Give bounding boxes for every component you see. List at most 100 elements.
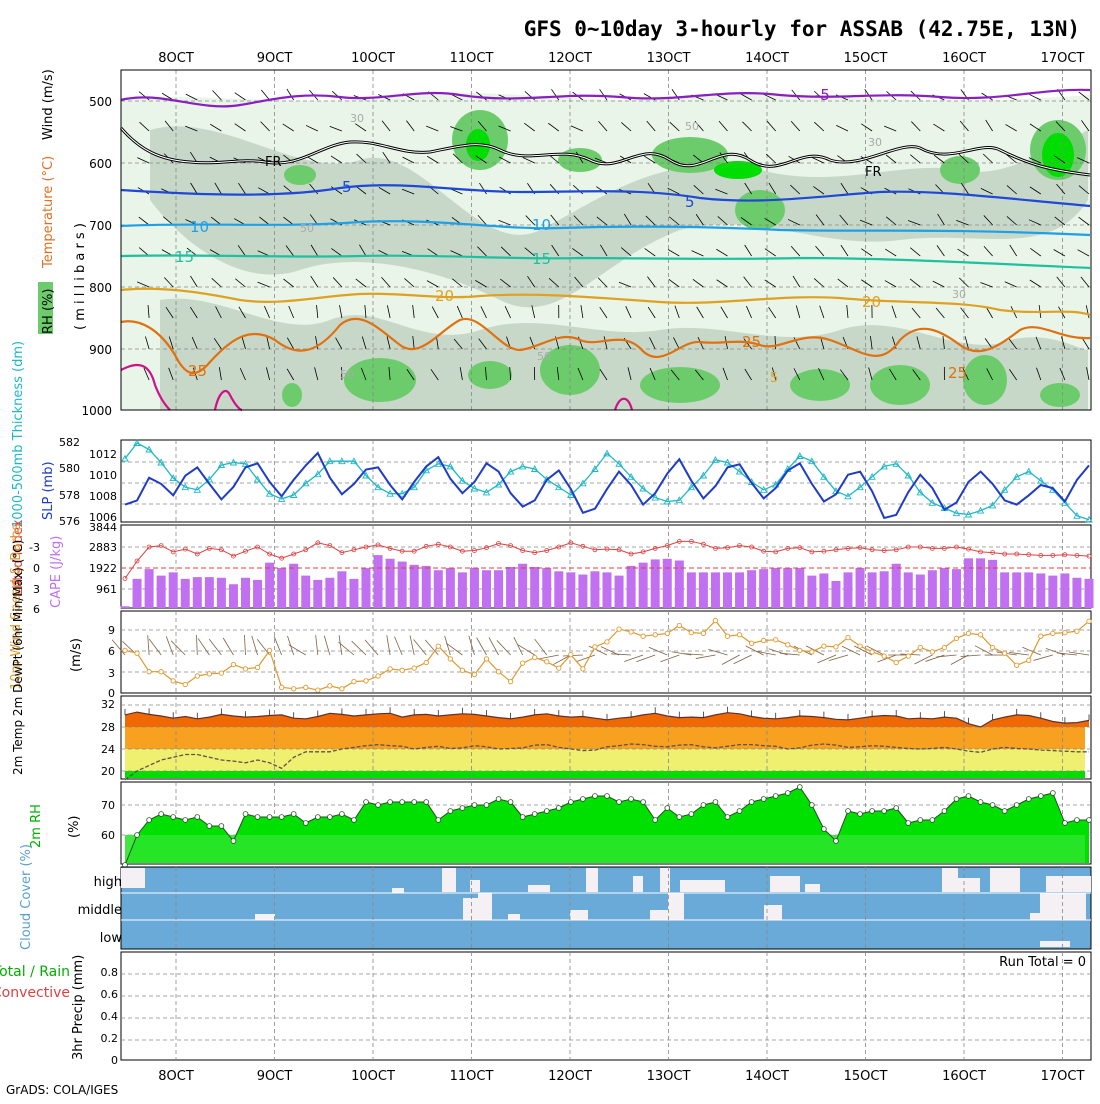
cape-bar bbox=[289, 564, 298, 608]
panel-2m-rh: 70 60 2m RH (%) bbox=[29, 782, 1091, 867]
contour-label: 25 bbox=[188, 362, 207, 380]
temp-tick: 28 bbox=[101, 721, 115, 734]
wind-point bbox=[484, 657, 488, 661]
wind-point bbox=[629, 630, 633, 634]
rh-point bbox=[761, 797, 766, 802]
cloud-gap bbox=[668, 893, 684, 920]
wind-point bbox=[713, 618, 717, 622]
rh-point bbox=[135, 833, 140, 838]
rh-point bbox=[737, 809, 742, 814]
wind-point bbox=[761, 638, 765, 642]
rh-point bbox=[195, 815, 200, 820]
rh-point bbox=[364, 800, 369, 805]
cape-bar bbox=[844, 572, 853, 608]
cape-bar bbox=[687, 572, 696, 608]
thickness-tick: 580 bbox=[59, 462, 80, 475]
cloud-axis-label: Cloud Cover (%) bbox=[19, 844, 34, 950]
rh-point bbox=[990, 803, 995, 808]
date-label: 15OCT bbox=[844, 51, 888, 66]
wind-point bbox=[388, 667, 392, 671]
wind-point bbox=[171, 679, 175, 683]
cape-bar bbox=[590, 571, 599, 608]
temp-band bbox=[125, 727, 1085, 749]
rh-point bbox=[966, 794, 971, 799]
cape-bar bbox=[904, 572, 913, 608]
date-label: 10OCT bbox=[351, 1069, 395, 1084]
wind-point bbox=[798, 648, 802, 652]
cape-bar bbox=[434, 570, 443, 608]
rh-point bbox=[1002, 809, 1007, 814]
wind-point bbox=[292, 687, 296, 691]
contour-label: 50 bbox=[340, 368, 354, 381]
cape-bar bbox=[398, 562, 407, 608]
li-tick: 3 bbox=[33, 583, 40, 596]
wind-point bbox=[183, 682, 187, 686]
temp-tick: 24 bbox=[101, 743, 115, 756]
date-label: 9OCT bbox=[257, 51, 293, 66]
cape-bar bbox=[301, 576, 310, 608]
wind-point bbox=[496, 670, 500, 674]
cape-bar bbox=[181, 579, 190, 608]
wind-point bbox=[737, 633, 741, 637]
cape-bar bbox=[458, 572, 467, 608]
rh2m-units: (%) bbox=[67, 816, 82, 839]
wind-point bbox=[159, 670, 163, 674]
wind-point bbox=[677, 623, 681, 627]
date-label: 11OCT bbox=[450, 51, 494, 66]
rh-point bbox=[894, 806, 899, 811]
rh-point bbox=[834, 839, 839, 844]
contour-label: 50 bbox=[685, 120, 699, 133]
rh-point bbox=[1063, 821, 1068, 826]
cloud-gap bbox=[463, 898, 479, 920]
wind-point bbox=[665, 631, 669, 635]
wind-point bbox=[858, 644, 862, 648]
cloud-gap bbox=[680, 880, 725, 892]
cloud-gap bbox=[942, 868, 958, 892]
cape-bar bbox=[964, 558, 973, 608]
rh-point bbox=[858, 812, 863, 817]
cloud-gap bbox=[958, 878, 980, 892]
rh-point bbox=[797, 785, 802, 790]
contour-label: 50 bbox=[300, 222, 314, 235]
rh-point bbox=[352, 818, 357, 823]
precip-tick: 0.2 bbox=[101, 1032, 119, 1045]
rh-point bbox=[846, 809, 851, 814]
rh-point bbox=[303, 821, 308, 826]
cape-bar bbox=[506, 567, 515, 608]
rh-point bbox=[725, 815, 730, 820]
cape-tick: 2883 bbox=[89, 541, 117, 554]
credit-text: GrADS: COLA/IGES bbox=[6, 1083, 118, 1097]
cape-bar bbox=[615, 576, 624, 608]
rh-point bbox=[171, 815, 176, 820]
cape-bar bbox=[976, 558, 985, 608]
cape-bar bbox=[1060, 573, 1069, 608]
temp-axis-label: Temperature (°C) bbox=[41, 156, 56, 269]
panel-precip: 0.8 0.6 0.4 0.2 0 Run Total = 0 Total / … bbox=[0, 952, 1091, 1067]
temp-tick: 20 bbox=[101, 765, 115, 778]
cape-bar bbox=[916, 575, 925, 608]
wind-point bbox=[725, 634, 729, 638]
cloud-gap bbox=[1040, 941, 1070, 947]
wind-point bbox=[520, 661, 524, 665]
cape-bar bbox=[1012, 572, 1021, 608]
cape-bar bbox=[253, 580, 262, 608]
wind-point bbox=[195, 674, 199, 678]
wind-point bbox=[243, 667, 247, 671]
cloud-gap bbox=[121, 868, 145, 888]
date-label: 13OCT bbox=[647, 1069, 691, 1084]
wind-tick: 6 bbox=[108, 645, 115, 658]
rh-point bbox=[388, 800, 393, 805]
wind-axis-label: Wind (m/s) bbox=[41, 69, 56, 140]
wind-point bbox=[894, 660, 898, 664]
rh-point bbox=[641, 800, 646, 805]
rh-point bbox=[593, 794, 598, 799]
thickness-tick: 576 bbox=[59, 515, 80, 528]
wind-point bbox=[424, 660, 428, 664]
wind-point bbox=[412, 666, 416, 670]
cloud-gap bbox=[528, 885, 550, 892]
cape-axis-label: CAPE (J/kg) bbox=[49, 536, 64, 608]
precip-conv-label: Convective bbox=[0, 985, 70, 1001]
wind-point bbox=[436, 644, 440, 648]
thickness-tick: 578 bbox=[59, 489, 80, 502]
